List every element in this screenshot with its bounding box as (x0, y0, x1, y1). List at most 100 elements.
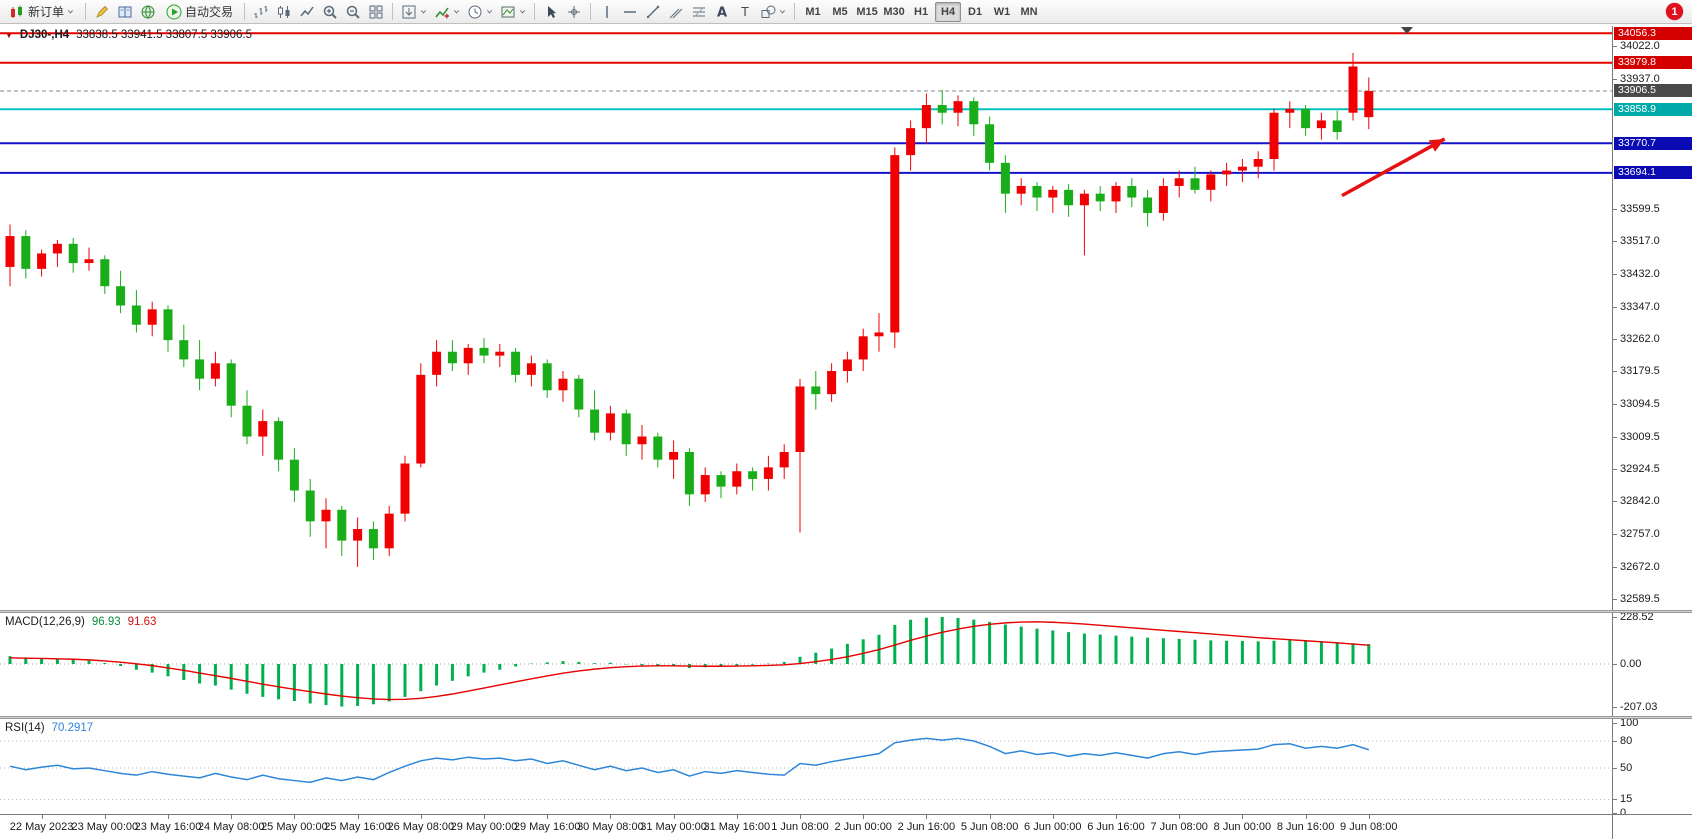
symbol-marker-icon: ▼ (5, 30, 13, 40)
toolbar-separator (590, 3, 592, 20)
price-tick (1613, 46, 1617, 48)
price-label: 33094.5 (1620, 397, 1660, 410)
rsi-scale-label: 50 (1620, 761, 1633, 774)
price-label: 34022.0 (1620, 40, 1660, 53)
time-label: 6 Jun 16:00 (1087, 821, 1145, 833)
candle-chart-button[interactable] (273, 2, 295, 22)
periods-button[interactable] (464, 2, 496, 22)
crosshair-icon (566, 4, 582, 20)
tile-windows-icon (368, 4, 384, 20)
templates-button[interactable] (497, 2, 529, 22)
current-price-price-box: 33906.5 (1614, 84, 1692, 98)
main-chart-plot[interactable] (0, 26, 1612, 610)
timeframe-m30[interactable]: M30 (883, 5, 905, 18)
horizontal-line-button[interactable] (619, 2, 641, 22)
macd-scale[interactable]: 228.52 0.00 -207.03 (1612, 613, 1692, 716)
zoom-in-button[interactable] (319, 2, 341, 22)
candlesticks (5, 52, 1374, 567)
tile-windows-button[interactable] (365, 2, 387, 22)
price-tick (1613, 273, 1617, 275)
time-tick (41, 815, 43, 819)
rsi-plot[interactable] (0, 719, 1612, 814)
window-splitter[interactable] (0, 610, 1692, 613)
zoom-out-button[interactable] (342, 2, 364, 22)
toolbar: 新订单 自动交易 A T M1 M5 M15 M30 H1 H4 D1 W1 MN (0, 0, 1692, 24)
bar-chart-icon (253, 4, 269, 20)
channel-icon (668, 4, 684, 20)
time-label: 25 May 00:00 (261, 821, 328, 833)
time-tick (1052, 815, 1054, 819)
time-label: 8 Jun 16:00 (1276, 821, 1335, 833)
macd-plot[interactable] (0, 613, 1612, 716)
autotrade-button[interactable]: 自动交易 (160, 2, 239, 22)
cursor-icon (543, 4, 559, 20)
vertical-line-button[interactable] (596, 2, 618, 22)
price-label: 32842.0 (1620, 495, 1660, 508)
price-label: 33009.5 (1620, 430, 1660, 443)
dropdown-caret-icon (67, 8, 74, 15)
main-chart-panel: 34022.0 33937.0 33599.5 33517.0 33432.0 33347… (0, 26, 1692, 610)
timeframe-w1[interactable]: W1 (993, 5, 1011, 18)
time-label: 5 Jun 08:00 (960, 821, 1019, 833)
auto-arrange-button[interactable] (398, 2, 430, 22)
time-label: 8 Jun 00:00 (1213, 821, 1272, 833)
time-tick (736, 815, 738, 819)
signals-icon (140, 4, 156, 20)
timeframe-m5[interactable]: M5 (832, 5, 848, 18)
toolbar-separator (794, 3, 796, 20)
time-tick (231, 815, 233, 819)
signals-button[interactable] (137, 2, 159, 22)
line-chart-icon (299, 4, 315, 20)
notification-badge[interactable]: 1 (1666, 3, 1683, 20)
time-label: 6 Jun 00:00 (1024, 821, 1082, 833)
toolbar-separator (85, 3, 87, 20)
line-chart-button[interactable] (296, 2, 318, 22)
text-label-button[interactable]: T (734, 2, 756, 22)
time-label: 29 May 00:00 (450, 821, 518, 833)
price-scale[interactable]: 34022.0 33937.0 33599.5 33517.0 33432.0 33347… (1612, 26, 1692, 610)
new-order-button[interactable]: 新订单 (3, 2, 80, 22)
metaeditor-button[interactable] (91, 2, 113, 22)
fibonacci-icon (691, 4, 707, 20)
timeframe-m15[interactable]: M15 (856, 5, 878, 18)
price-label: 32589.5 (1620, 592, 1660, 605)
rsi-scale[interactable]: 100 80 50 15 0 (1612, 719, 1692, 814)
rsi-value: 70.2917 (51, 722, 94, 734)
rsi-scale-label: 0 (1620, 806, 1627, 814)
horizontal-line-icon (622, 4, 638, 20)
timeframe-m1[interactable]: M1 (805, 5, 821, 18)
fibonacci-button[interactable] (688, 2, 710, 22)
cursor-button[interactable] (540, 2, 562, 22)
crosshair-button[interactable] (563, 2, 585, 22)
time-scale[interactable]: 22 May 2023 23 May 00:00 23 May 16:00 24 Ma… (0, 814, 1692, 839)
macd-signal-value: 91.63 (127, 616, 157, 628)
text-label-icon: T (737, 4, 753, 20)
trendline-button[interactable] (642, 2, 664, 22)
channel-button[interactable] (665, 2, 687, 22)
timeframe-mn[interactable]: MN (1020, 5, 1038, 18)
macd-main-value: 96.93 (91, 616, 121, 628)
text-button[interactable]: A (711, 2, 733, 22)
market-watch-button[interactable] (114, 2, 136, 22)
indicators-button[interactable] (431, 2, 463, 22)
shapes-button[interactable] (757, 2, 789, 22)
price-label: 33262.0 (1620, 333, 1660, 346)
timeframe-d1[interactable]: D1 (968, 5, 983, 18)
chart-symbol-period: DJ30-,H4 (19, 29, 70, 41)
macd-panel: 228.52 0.00 -207.03 MACD(12,26,9) 96.93 91… (0, 613, 1692, 716)
level-price-box: 33770.7 (1614, 136, 1692, 150)
timeframe-h1[interactable]: H1 (914, 5, 929, 18)
time-label: 23 May 16:00 (134, 821, 202, 833)
price-tick (1613, 371, 1617, 373)
time-label: 30 May 08:00 (577, 821, 644, 833)
window-splitter[interactable] (0, 716, 1692, 719)
vertical-line-icon (599, 4, 615, 20)
time-tick (1305, 815, 1307, 819)
time-label: 31 May 00:00 (640, 821, 707, 833)
price-label: 32924.5 (1620, 463, 1660, 476)
bar-chart-button[interactable] (250, 2, 272, 22)
macd-tick (1613, 617, 1617, 618)
level-price-box: 33979.8 (1614, 56, 1692, 70)
time-label: 29 May 16:00 (513, 821, 581, 833)
timeframe-h4[interactable]: H4 (935, 1, 962, 22)
